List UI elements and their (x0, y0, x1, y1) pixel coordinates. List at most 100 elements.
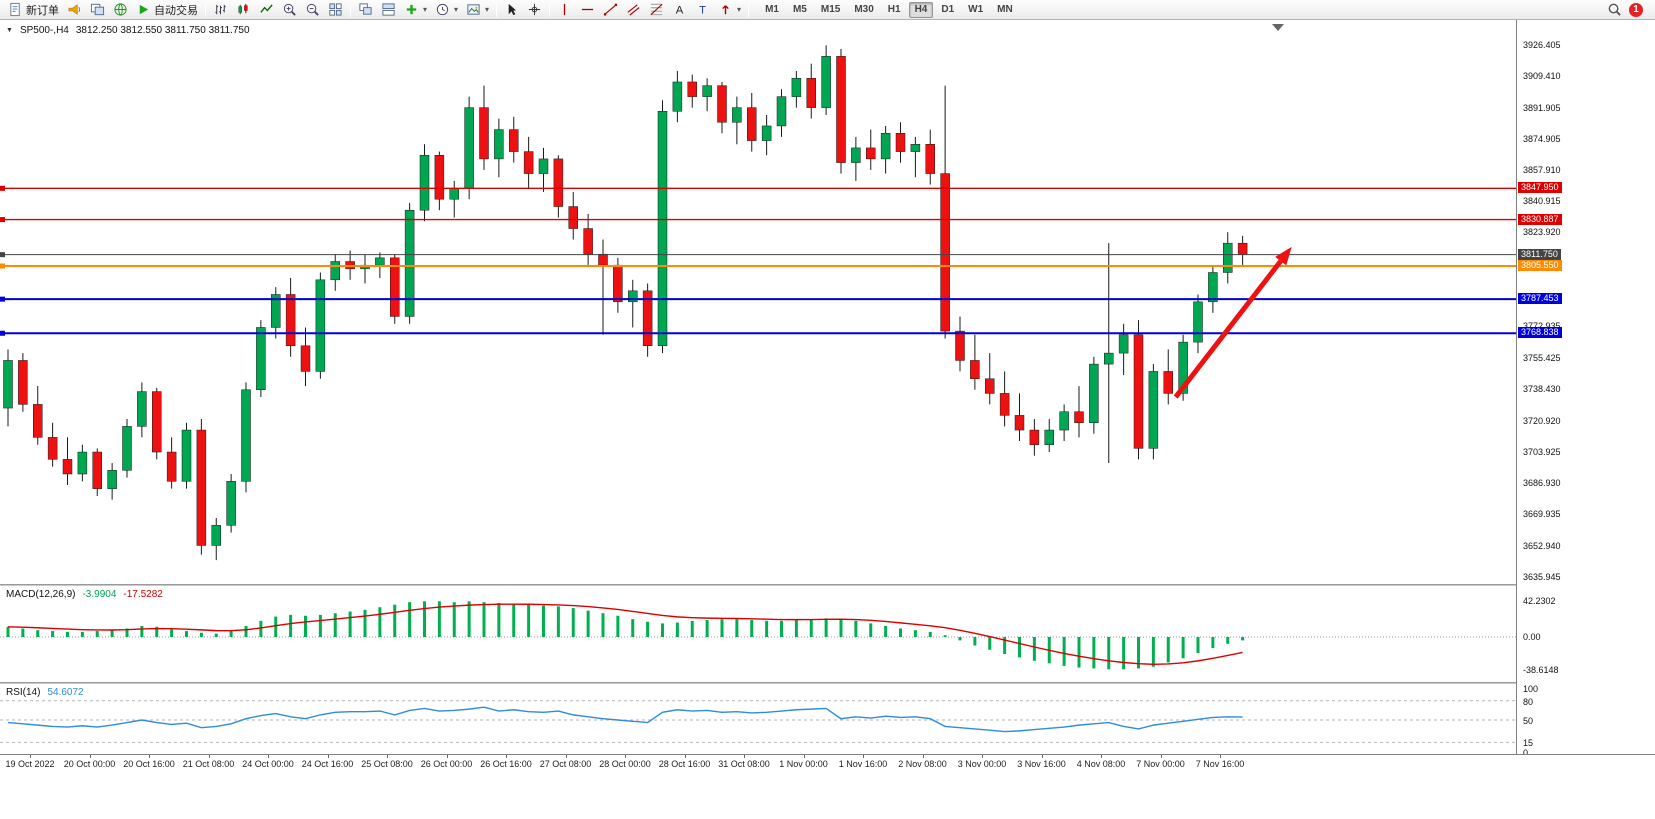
rsi-axis-label: 0 (1523, 748, 1529, 758)
trend-arrow[interactable] (1173, 246, 1292, 399)
time-axis[interactable]: 19 Oct 2022 20 Oct 00:00 20 Oct 16:00 21 Oc… (0, 754, 1655, 819)
cursor-button[interactable] (500, 1, 523, 18)
timeframe-w1[interactable]: W1 (962, 2, 989, 18)
timeframe-h1[interactable]: H1 (882, 2, 907, 18)
candle (166, 437, 177, 489)
line-chart-button[interactable] (255, 1, 278, 18)
time-tick (327, 755, 329, 758)
horizontal-line[interactable] (0, 263, 1516, 269)
trendline-button[interactable] (599, 1, 622, 18)
price-axis[interactable]: 3926.405 3909.410 3891.905 3874.905 3857.910… (1516, 20, 1655, 758)
chart-ohlc: 3812.250 3812.550 3811.750 3811.750 (75, 25, 250, 36)
toolbar-separator (496, 2, 498, 17)
time-axis-label: 26 Oct 16:00 (480, 759, 532, 769)
candle (47, 422, 58, 467)
horizontal-line-button[interactable] (576, 1, 599, 18)
timeframe-h4[interactable]: H4 (908, 1, 934, 18)
candle (181, 422, 192, 489)
vertical-line-button[interactable] (553, 1, 576, 18)
arrows-button[interactable]: ▾ (714, 1, 745, 18)
ohlc-collapse-icon[interactable]: ▼ (6, 27, 13, 34)
candle (92, 448, 102, 496)
timeframe-m30[interactable]: M30 (848, 2, 879, 18)
candle (732, 96, 742, 145)
price-tag: 3787.453 (1518, 293, 1562, 305)
zoom-out-button[interactable] (301, 1, 324, 18)
horizontal-line[interactable] (0, 217, 1516, 223)
alerts-button[interactable] (63, 1, 86, 18)
candle (866, 129, 876, 170)
candle (360, 254, 370, 284)
autotrading-button[interactable]: 自动交易 (132, 1, 202, 18)
horizontal-line[interactable] (0, 330, 1516, 336)
candle (1223, 232, 1233, 284)
macd-panel[interactable] (0, 586, 1516, 684)
candle (479, 85, 489, 170)
price-axis-label: 3755.425 (1523, 352, 1561, 363)
timeframe-m15[interactable]: M15 (815, 2, 846, 18)
toolbar-separator (748, 2, 750, 17)
bar-chart-icon (215, 4, 226, 15)
timeframe-m1[interactable]: M1 (759, 2, 785, 18)
candle (390, 254, 400, 324)
horizontal-line[interactable] (0, 252, 1516, 258)
market-watch-button[interactable] (86, 1, 109, 18)
macd-signal-value: -17.5282 (123, 589, 163, 600)
candle (642, 283, 653, 357)
candle (107, 463, 117, 500)
candle (970, 334, 980, 390)
search-button[interactable] (1603, 1, 1626, 18)
community-icon (114, 3, 127, 16)
add-indicator-button[interactable]: ▾ (400, 1, 431, 18)
crosshair-button[interactable] (523, 1, 546, 18)
timeframe-mn[interactable]: MN (991, 2, 1019, 18)
candle (895, 122, 906, 163)
rsi-panel[interactable] (0, 684, 1516, 754)
notifications-badge[interactable]: 1 (1629, 2, 1643, 17)
community-button[interactable] (109, 1, 132, 18)
candle (1133, 320, 1144, 460)
period-clock-button[interactable]: ▾ (431, 1, 462, 18)
dropdown-caret-icon[interactable]: ▾ (454, 5, 459, 14)
search-icon (1608, 3, 1621, 16)
trendline-icon (603, 3, 618, 16)
fibonacci-button[interactable] (645, 1, 668, 18)
chart-template-button[interactable]: ▾ (462, 1, 493, 18)
chart-shift-icon[interactable] (1272, 24, 1284, 31)
zoom-in-button[interactable] (278, 1, 301, 18)
panel-splitter[interactable] (0, 682, 1655, 684)
candle (419, 144, 430, 222)
bar-chart-button[interactable] (209, 1, 232, 18)
text-button[interactable]: A (668, 1, 691, 18)
tile-windows-button[interactable] (324, 1, 347, 18)
cascade-windows-button[interactable] (354, 1, 377, 18)
horizontal-line[interactable] (0, 296, 1516, 302)
candle (62, 437, 73, 486)
time-axis-label: 1 Nov 16:00 (838, 759, 888, 769)
timeframe-m5[interactable]: M5 (787, 2, 813, 18)
horizontal-line[interactable] (0, 185, 1516, 191)
timeframe-d1[interactable]: D1 (935, 2, 960, 18)
time-axis-label: 1 Nov 00:00 (779, 759, 828, 769)
panel-splitter[interactable] (0, 584, 1655, 586)
chart-area[interactable] (0, 20, 1516, 586)
price-tag: 3768.838 (1518, 327, 1562, 339)
crosshair-icon (528, 3, 541, 16)
price-axis-label: 3857.910 (1523, 165, 1561, 176)
candle (821, 45, 831, 115)
price-axis-label: 3738.430 (1523, 383, 1561, 394)
time-tick (744, 755, 745, 758)
candle (464, 96, 474, 200)
dropdown-caret-icon[interactable]: ▾ (485, 5, 490, 14)
candlestick-chart-button[interactable] (232, 1, 255, 18)
candle (33, 386, 43, 445)
new-order-button[interactable]: 新订单 (4, 1, 63, 18)
candle (1163, 349, 1173, 405)
candle (553, 155, 564, 218)
dropdown-caret-icon[interactable]: ▾ (737, 5, 742, 14)
channel-button[interactable] (622, 1, 645, 18)
dropdown-caret-icon[interactable]: ▾ (423, 5, 428, 14)
label-button[interactable]: T (691, 1, 714, 18)
arrange-charts-button[interactable] (377, 1, 400, 18)
time-axis-label: 25 Oct 08:00 (361, 759, 413, 769)
